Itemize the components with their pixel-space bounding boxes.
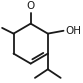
Text: O: O bbox=[27, 1, 35, 11]
Text: OH: OH bbox=[65, 26, 81, 36]
